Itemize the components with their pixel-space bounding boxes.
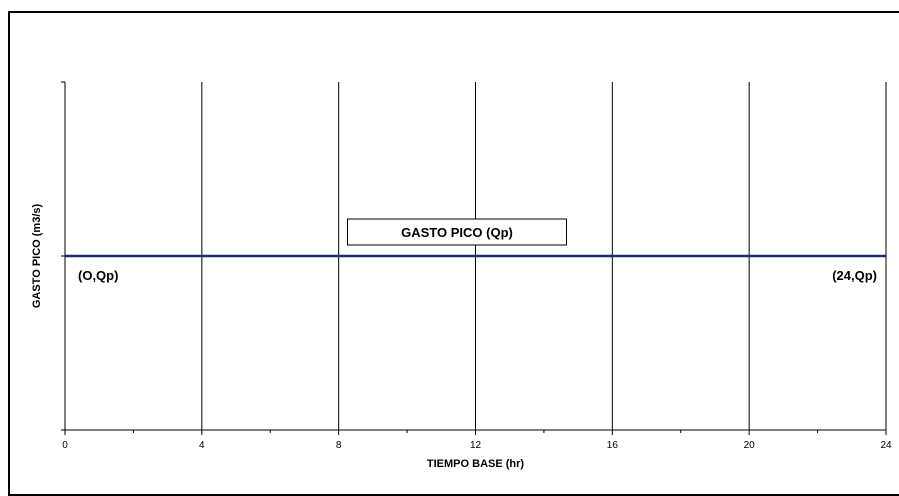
y-axis-label: GASTO PICO (m3/s)	[31, 204, 43, 309]
annotation-1: (24,Qp)	[832, 268, 877, 283]
x-tick-label-16: 16	[607, 440, 619, 451]
x-axis-label: TIEMPO BASE (hr)	[427, 458, 525, 470]
series-label: GASTO PICO (Qp)	[401, 225, 513, 240]
x-tick-label-20: 20	[744, 440, 756, 451]
x-tick-label-0: 0	[62, 440, 68, 451]
x-tick-label-24: 24	[880, 440, 892, 451]
x-tick-label-4: 4	[199, 440, 205, 451]
chart-frame	[8, 11, 899, 496]
x-tick-label-8: 8	[336, 440, 342, 451]
x-tick-label-12: 12	[470, 440, 482, 451]
series-label-box	[347, 218, 567, 246]
annotation-0: (O,Qp)	[78, 268, 118, 283]
